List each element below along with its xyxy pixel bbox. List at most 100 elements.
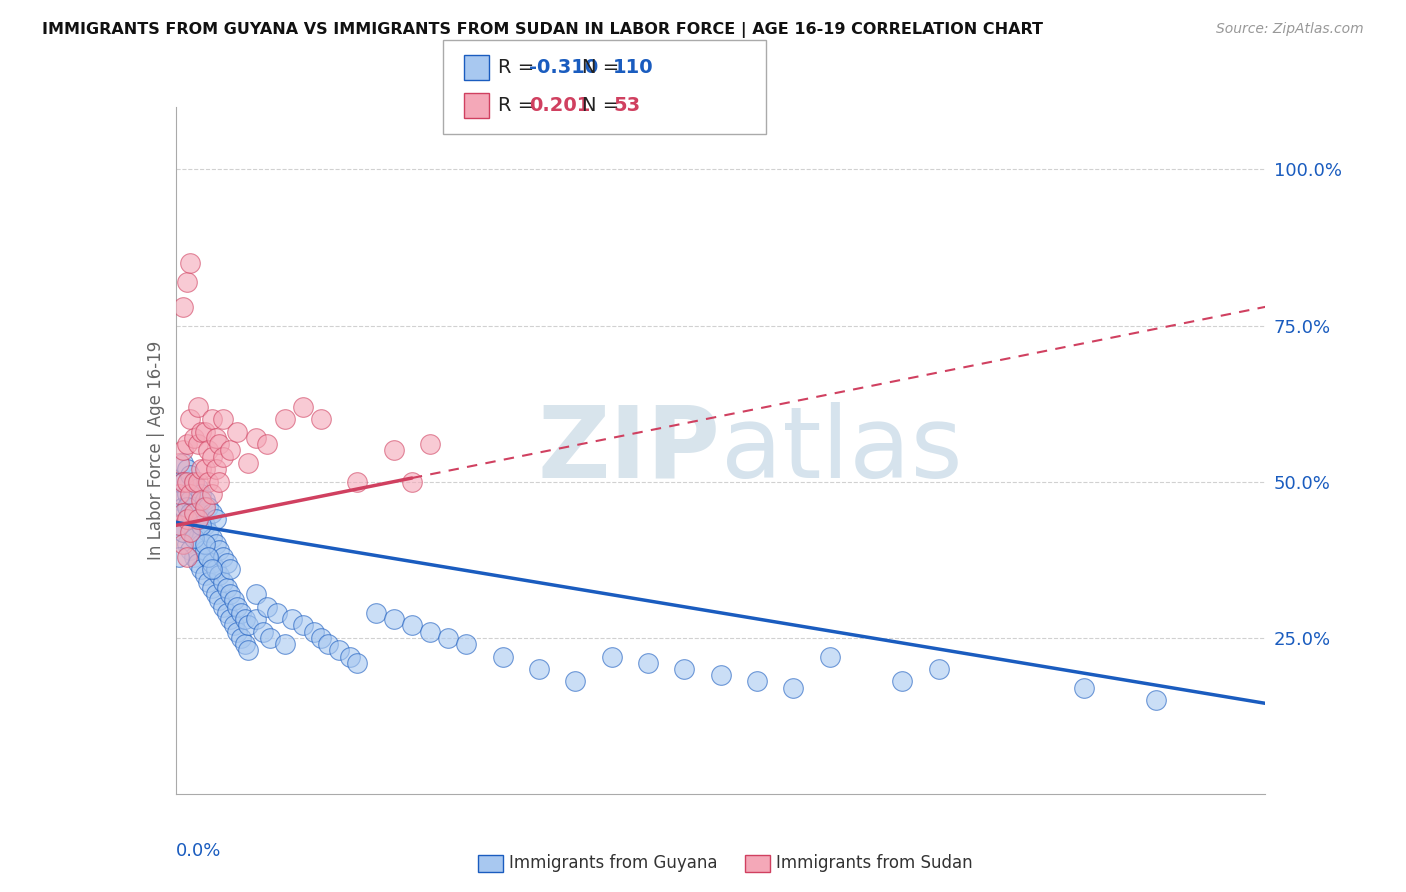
Point (176, 475, 198, 489)
Point (782, 681, 804, 695)
Point (179, 543, 201, 558)
Point (183, 500, 205, 514)
Point (172, 524, 194, 539)
Point (208, 437, 231, 451)
Point (179, 256, 201, 270)
Point (302, 624, 325, 639)
Point (309, 631, 332, 645)
Point (245, 587, 267, 601)
Point (219, 612, 242, 626)
Point (231, 631, 253, 645)
Point (212, 450, 235, 464)
Point (197, 475, 219, 489)
Point (1073, 681, 1095, 695)
Point (172, 500, 194, 514)
Point (172, 524, 194, 539)
Point (201, 487, 224, 501)
Point (172, 475, 194, 489)
Point (238, 643, 260, 657)
Point (201, 506, 224, 520)
Point (673, 662, 696, 676)
Point (204, 587, 226, 601)
Point (183, 549, 205, 564)
Point (204, 512, 226, 526)
Point (169, 549, 191, 564)
Point (437, 631, 460, 645)
Point (222, 618, 245, 632)
Text: -0.310: -0.310 (529, 58, 598, 78)
Point (183, 524, 205, 539)
Point (172, 506, 194, 520)
Point (208, 543, 231, 558)
Point (346, 656, 368, 670)
Point (186, 512, 209, 526)
Point (364, 606, 387, 620)
Point (456, 637, 478, 651)
Point (190, 425, 212, 439)
Point (219, 587, 242, 601)
Point (226, 599, 249, 614)
Point (179, 518, 201, 533)
Point (186, 506, 209, 520)
Point (212, 574, 235, 589)
Point (169, 487, 191, 501)
Point (212, 549, 235, 564)
Point (382, 443, 405, 458)
Point (233, 612, 256, 626)
Point (219, 443, 242, 458)
Point (291, 618, 314, 632)
Point (281, 612, 304, 626)
Point (176, 462, 198, 476)
Point (176, 437, 198, 451)
Point (190, 537, 212, 551)
Text: Immigrants from Sudan: Immigrants from Sudan (776, 855, 973, 872)
Point (259, 631, 281, 645)
Point (401, 618, 423, 632)
Point (179, 506, 201, 520)
Point (197, 524, 219, 539)
Point (186, 475, 209, 489)
Point (219, 562, 242, 576)
Point (179, 524, 201, 539)
Point (1146, 693, 1168, 707)
Point (194, 493, 217, 508)
Point (745, 674, 768, 689)
Point (212, 412, 235, 426)
Point (172, 456, 194, 470)
Point (176, 275, 198, 289)
Point (186, 481, 209, 495)
Text: Immigrants from Guyana: Immigrants from Guyana (509, 855, 717, 872)
Point (266, 606, 288, 620)
Point (179, 487, 201, 501)
Point (179, 493, 201, 508)
Point (169, 518, 191, 533)
Point (194, 537, 217, 551)
Point (197, 443, 219, 458)
Point (204, 462, 226, 476)
Point (201, 562, 224, 576)
Point (186, 556, 209, 570)
Text: R =: R = (498, 58, 540, 78)
Point (401, 475, 423, 489)
Point (339, 649, 361, 664)
Text: ZIP: ZIP (537, 402, 721, 499)
Point (201, 450, 224, 464)
Text: N =: N = (582, 58, 626, 78)
Point (222, 593, 245, 607)
Point (190, 512, 212, 526)
Point (172, 537, 194, 551)
Text: N =: N = (582, 95, 626, 115)
Point (190, 562, 212, 576)
Text: 53: 53 (613, 95, 640, 115)
Point (201, 531, 224, 545)
Point (256, 599, 278, 614)
Point (194, 425, 217, 439)
Point (252, 624, 274, 639)
Point (274, 412, 297, 426)
Point (201, 556, 224, 570)
Point (226, 624, 249, 639)
Point (176, 512, 198, 526)
Point (274, 637, 297, 651)
Point (183, 506, 205, 520)
Point (176, 549, 198, 564)
